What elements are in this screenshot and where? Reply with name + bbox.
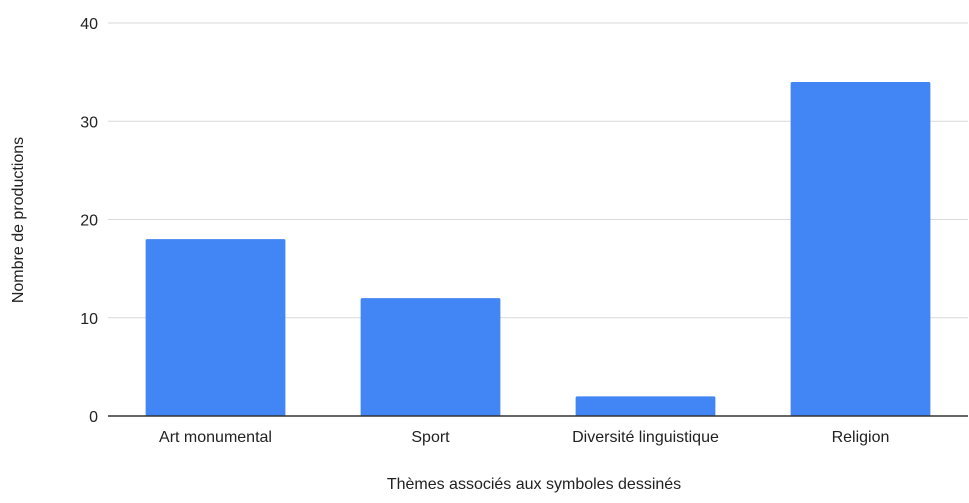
y-tick-label: 0 (89, 409, 98, 426)
tick-labels: 0 10 20 30 40 Art monumental Sport Diversité li… (80, 16, 889, 446)
bar (360, 298, 501, 416)
x-axis-title: Thèmes associés aux symboles dessinés (387, 476, 681, 493)
bar (790, 81, 931, 416)
x-tick-label: Sport (411, 429, 450, 446)
y-tick-label: 20 (80, 213, 98, 230)
y-tick-label: 10 (80, 311, 98, 328)
y-tick-label: 30 (80, 114, 98, 131)
bars (145, 81, 931, 416)
x-tick-label: Art monumental (159, 429, 272, 446)
y-axis-title: Nombre de productions (10, 137, 27, 303)
bar (145, 239, 286, 416)
x-tick-label: Religion (832, 429, 890, 446)
y-tick-label: 40 (80, 16, 98, 33)
x-tick-label: Diversité linguistique (572, 429, 719, 446)
bar (575, 396, 716, 416)
